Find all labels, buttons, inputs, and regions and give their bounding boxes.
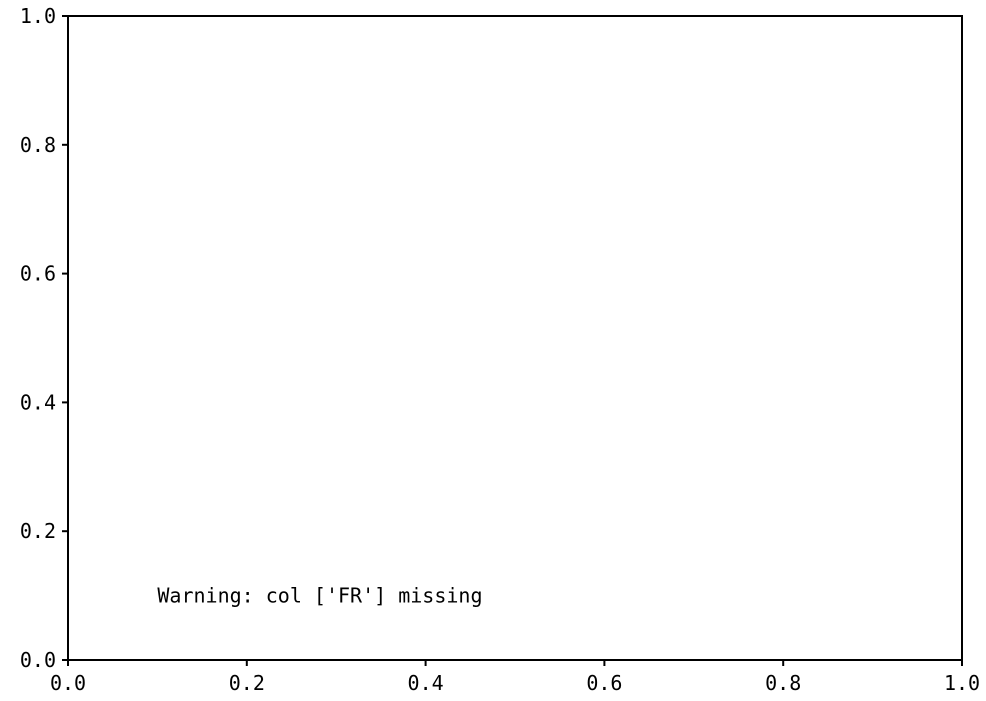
y-tick-label: 0.4 bbox=[20, 390, 56, 414]
x-tick-label: 1.0 bbox=[944, 671, 980, 695]
y-tick-label: 1.0 bbox=[20, 4, 56, 28]
warning-annotation: Warning: col ['FR'] missing bbox=[157, 584, 482, 608]
x-tick-label: 0.6 bbox=[586, 671, 622, 695]
y-axis: 0.0 0.2 0.4 0.6 0.8 1.0 bbox=[20, 4, 68, 672]
y-tick-label: 0.2 bbox=[20, 519, 56, 543]
x-tick-label: 0.2 bbox=[229, 671, 265, 695]
y-tick-label: 0.8 bbox=[20, 133, 56, 157]
x-axis: 0.0 0.2 0.4 0.6 0.8 1.0 bbox=[50, 660, 980, 695]
y-tick-label: 0.0 bbox=[20, 648, 56, 672]
annotations: Warning: col ['FR'] missing bbox=[157, 584, 482, 608]
x-tick-label: 0.4 bbox=[408, 671, 444, 695]
x-tick-label: 0.8 bbox=[765, 671, 801, 695]
y-tick-label: 0.6 bbox=[20, 262, 56, 286]
plot-area bbox=[67, 15, 963, 661]
x-tick-label: 0.0 bbox=[50, 671, 86, 695]
